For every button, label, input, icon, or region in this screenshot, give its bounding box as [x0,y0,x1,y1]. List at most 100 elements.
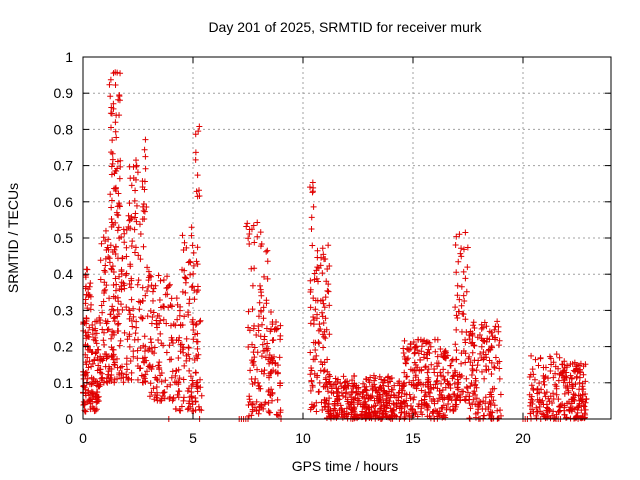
data-point [259,341,266,348]
data-point [488,343,495,350]
data-point [146,393,153,400]
data-point [196,318,203,325]
data-point [311,270,318,277]
data-point [181,274,188,281]
data-point [541,390,548,397]
data-point [109,160,116,167]
data-point [469,339,476,346]
data-point [103,375,110,382]
data-point [112,295,119,302]
data-point [401,353,408,360]
data-point [190,249,197,256]
data-point [424,355,431,362]
data-point [547,368,554,375]
data-point [117,163,124,170]
data-point [91,405,98,412]
data-point [188,224,195,231]
data-point [110,269,117,276]
data-point [351,405,358,412]
data-point [271,326,278,333]
data-point [197,317,204,324]
data-point [343,405,350,412]
data-point [307,277,314,284]
data-point [454,282,461,289]
data-point [102,237,109,244]
data-point [117,70,124,77]
data-point [253,407,260,414]
data-point [160,389,167,396]
data-point [132,214,139,221]
data-point [337,380,344,387]
data-point [183,357,190,364]
data-point [107,374,114,381]
data-point [434,373,441,380]
data-point [380,377,387,384]
data-point [462,229,469,236]
data-point [423,340,430,347]
data-point [436,388,443,395]
data-point [410,396,417,403]
data-point [162,291,169,298]
data-point [376,409,383,416]
data-point [122,272,129,279]
data-point [140,243,147,250]
data-point [481,375,488,382]
data-point [176,407,183,414]
data-point [476,401,483,408]
data-point [108,171,115,178]
data-point [256,406,263,413]
data-point [165,282,172,289]
data-point [157,330,164,337]
data-point [460,311,467,318]
data-point [478,343,485,350]
data-point [197,384,204,391]
data-point [536,403,543,410]
data-point [114,227,121,234]
data-point [572,368,578,375]
data-point [468,380,475,387]
data-point [110,70,117,77]
data-point [258,308,265,315]
data-point [447,385,454,392]
data-point [130,313,137,320]
data-point [105,326,112,333]
data-point [193,320,200,327]
data-point [265,399,272,406]
data-point [348,409,355,416]
data-point [313,275,320,282]
data-point [102,269,109,276]
data-point [467,328,474,335]
data-point [322,294,329,301]
data-point [332,375,339,382]
data-point [316,388,323,395]
data-point [177,348,184,355]
data-point [487,389,494,396]
data-point [483,367,490,374]
data-point [178,341,185,348]
data-point [440,373,447,380]
data-point [466,415,473,422]
data-point [260,370,267,377]
data-point [82,372,89,379]
data-point [579,391,586,398]
data-point [479,405,486,412]
data-point [94,398,101,405]
data-point [446,393,453,400]
data-point [194,388,201,395]
data-point [135,336,142,343]
data-point [333,412,340,419]
data-point [412,349,419,356]
data-point [555,396,562,403]
data-point [107,76,114,83]
data-point [312,339,319,346]
data-point [173,295,180,302]
data-point [177,322,184,329]
data-point [319,406,326,413]
data-point [125,375,132,382]
data-point [439,394,446,401]
data-point [118,286,125,293]
data-point [192,322,199,329]
data-point [168,356,175,363]
data-point [553,385,560,392]
data-point [92,334,99,341]
